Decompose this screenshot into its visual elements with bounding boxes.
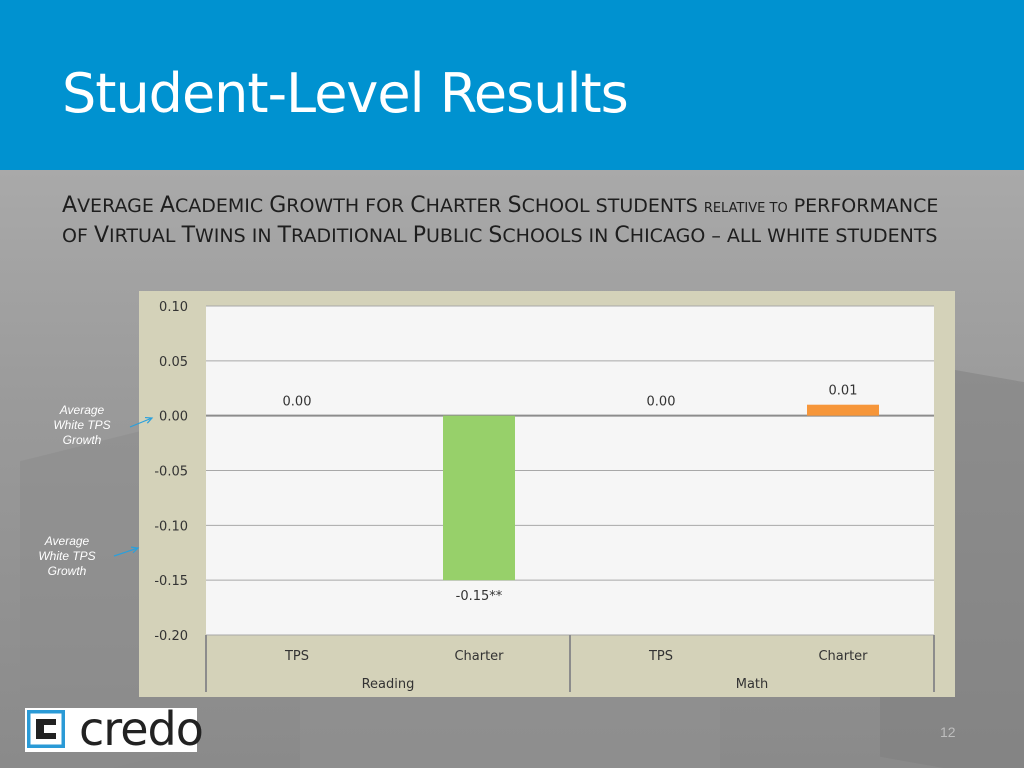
annotation-arrow	[129, 417, 153, 428]
subtitle-run: CADEMIC	[175, 195, 270, 217]
data-label: 0.00	[283, 395, 312, 410]
y-tick-label: -0.15	[154, 574, 188, 589]
subtitle-run: ROWTH FOR	[286, 195, 411, 217]
annotation-arrow-head	[130, 546, 140, 554]
subtitle-run: S	[507, 193, 522, 218]
subtitle-run: T	[277, 223, 292, 248]
annotation-average-white-tps-growth-1: Average White TPS Growth	[53, 403, 111, 447]
y-tick-label: -0.05	[154, 465, 188, 480]
y-tick-label: 0.00	[159, 410, 188, 425]
subtitle-run: CHOOLS IN	[502, 225, 615, 247]
subtitle-run: T	[181, 223, 196, 248]
annotation-average-white-tps-growth-2: Average White TPS Growth	[38, 534, 96, 578]
subtitle-run: WINS IN	[195, 225, 278, 247]
bar	[443, 415, 515, 581]
x-group-label: Math	[736, 677, 769, 692]
subtitle-run: A	[159, 193, 175, 218]
subtitle-run: C	[614, 223, 630, 248]
x-group-label: Reading	[362, 677, 415, 692]
subtitle-run: RADITIONAL	[291, 225, 413, 247]
x-category-label: Charter	[454, 649, 504, 664]
subtitle-run: IRTUAL	[109, 225, 182, 247]
annotation-arrow-head	[144, 416, 154, 424]
subtitle-run: VERAGE	[77, 195, 160, 217]
subtitle-run: A	[62, 193, 78, 218]
y-tick-label: 0.10	[159, 300, 188, 315]
data-label: 0.01	[829, 384, 858, 399]
credo-logo: credo	[25, 702, 204, 756]
subtitle-run: HARTER	[425, 195, 508, 217]
credo-logo-mark-icon	[27, 710, 65, 748]
subtitle-run: V	[93, 223, 109, 248]
page-number: 12	[940, 724, 956, 740]
y-tick-label: -0.20	[154, 629, 188, 644]
subtitle-run: S	[488, 223, 503, 248]
subtitle-run: UBLIC	[425, 225, 489, 247]
credo-logo-text: credo	[79, 702, 204, 756]
bar	[807, 404, 879, 416]
slide-title: Student-Level Results	[62, 62, 629, 125]
annotation-arrow	[113, 547, 139, 557]
subtitle-run: P	[412, 223, 426, 248]
x-category-label: TPS	[648, 649, 673, 664]
subtitle-run: C	[410, 193, 426, 218]
y-tick-label: 0.05	[159, 355, 188, 370]
chart-subtitle: AVERAGE ACADEMIC GROWTH FOR CHARTER SCHO…	[62, 192, 962, 250]
subtitle-run: RELATIVE TO	[703, 201, 788, 216]
data-label: -0.15**	[456, 589, 503, 604]
y-tick-label: -0.10	[154, 519, 188, 534]
subtitle-run: PERFORMANCE OF	[62, 195, 939, 247]
subtitle-run: HICAGO – ALL WHITE STUDENTS	[629, 225, 938, 247]
x-category-label: Charter	[818, 649, 868, 664]
background-building-bottom	[300, 690, 720, 768]
header-bar: Student-Level Results	[0, 0, 1024, 170]
x-category-label: TPS	[284, 649, 309, 664]
subtitle-run: CHOOL STUDENTS	[521, 195, 704, 217]
data-label: 0.00	[647, 395, 676, 410]
subtitle-run: G	[269, 193, 287, 218]
